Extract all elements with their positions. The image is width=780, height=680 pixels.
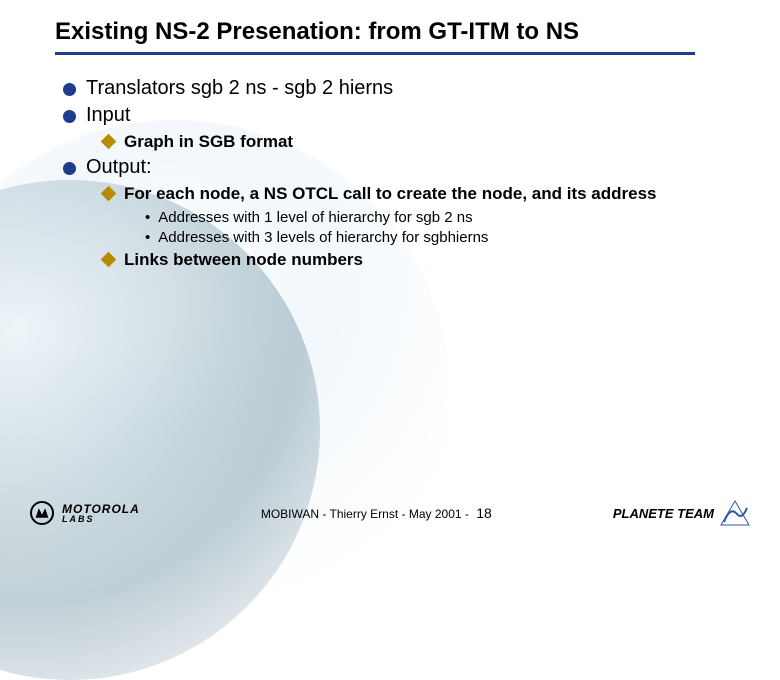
disc-icon [63,110,76,123]
motorola-logo-icon [30,501,54,525]
bullet-text: Links between node numbers [124,249,363,270]
bullet-translators: Translators sgb 2 ns - sgb 2 hierns [63,77,740,100]
bullet-text: Addresses with 1 level of hierarchy for … [158,209,472,226]
disc-icon [63,162,76,175]
motorola-text: MOTOROLA LABS [62,502,140,524]
bullet-text: Translators sgb 2 ns - sgb 2 hierns [86,77,393,100]
slide-content: Existing NS-2 Presenation: from GT-ITM t… [0,0,780,540]
bullet-text: Addresses with 3 levels of hierarchy for… [158,229,488,246]
team-name: PLANETE TEAM [613,506,714,521]
bullet-links-nodes: Links between node numbers [103,249,740,270]
dot-icon: • [145,209,150,226]
page-number: 18 [476,505,492,521]
diamond-icon [101,186,117,202]
bullet-text: For each node, a NS OTCL call to create … [124,183,657,204]
bullet-graph-sgb: Graph in SGB format [103,131,740,152]
bullet-text: Input [86,104,130,127]
footer-center: MOBIWAN - Thierry Ernst - May 2001 - 18 [261,505,492,521]
footer-left: MOTOROLA LABS [30,501,140,525]
diamond-icon [101,251,117,267]
inria-logo-icon [720,500,750,526]
bullet-addr-3levels: • Addresses with 3 levels of hierarchy f… [145,229,740,246]
footer-right: PLANETE TEAM [613,500,750,526]
disc-icon [63,83,76,96]
bullet-text: Output: [86,156,152,179]
bullet-input: Input [63,104,740,127]
footer: MOTOROLA LABS MOBIWAN - Thierry Ernst - … [0,500,780,526]
bullet-each-node: For each node, a NS OTCL call to create … [103,183,740,204]
diamond-icon [101,134,117,150]
slide-title: Existing NS-2 Presenation: from GT-ITM t… [55,18,740,52]
footer-caption: MOBIWAN - Thierry Ernst - May 2001 - [261,507,469,521]
bullet-text: Graph in SGB format [124,131,293,152]
bullet-output: Output: [63,156,740,179]
title-underline [55,52,695,55]
bullet-addr-1level: • Addresses with 1 level of hierarchy fo… [145,209,740,226]
dot-icon: • [145,229,150,246]
